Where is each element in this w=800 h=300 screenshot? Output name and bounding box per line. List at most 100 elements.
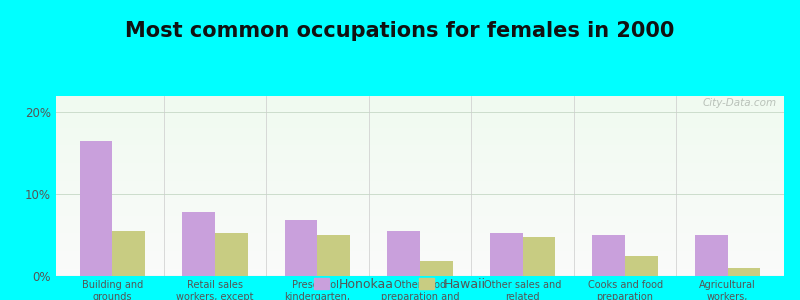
Bar — [522, 237, 555, 276]
Bar — [56, 237, 784, 238]
Bar — [56, 184, 784, 185]
Bar — [56, 234, 784, 235]
Bar — [56, 198, 784, 199]
Bar — [56, 223, 784, 224]
Bar — [56, 174, 784, 175]
Bar — [56, 128, 784, 129]
Bar — [56, 115, 784, 116]
Bar — [56, 129, 784, 130]
Bar — [56, 256, 784, 257]
Bar — [56, 164, 784, 165]
Bar — [56, 259, 784, 260]
Bar — [56, 134, 784, 135]
Bar — [56, 162, 784, 163]
Bar — [215, 233, 248, 276]
Bar — [56, 107, 784, 108]
Bar — [56, 127, 784, 128]
Bar — [56, 227, 784, 228]
Bar — [56, 221, 784, 222]
Bar — [56, 170, 784, 171]
Bar — [56, 110, 784, 111]
Bar — [56, 186, 784, 187]
Bar — [56, 168, 784, 169]
Bar — [56, 261, 784, 262]
Bar — [56, 155, 784, 156]
Bar — [56, 147, 784, 148]
Bar — [56, 118, 784, 119]
Bar — [56, 273, 784, 274]
Bar — [56, 159, 784, 160]
Bar — [56, 243, 784, 244]
Bar — [56, 255, 784, 256]
Bar — [56, 124, 784, 125]
Bar — [56, 160, 784, 161]
Bar — [56, 143, 784, 144]
Bar — [420, 261, 453, 276]
Bar — [56, 229, 784, 230]
Bar — [56, 172, 784, 173]
Bar — [592, 235, 625, 276]
Bar — [56, 163, 784, 164]
Bar — [56, 271, 784, 272]
Bar — [56, 263, 784, 264]
Bar — [56, 244, 784, 245]
Bar — [56, 153, 784, 154]
Bar — [56, 185, 784, 186]
Bar — [56, 116, 784, 117]
Bar — [56, 254, 784, 255]
Bar — [56, 272, 784, 273]
Bar — [56, 264, 784, 265]
Bar — [56, 240, 784, 241]
Bar — [56, 232, 784, 233]
Bar — [318, 235, 350, 276]
Bar — [56, 275, 784, 276]
Bar — [56, 216, 784, 217]
Bar — [56, 267, 784, 268]
Bar — [56, 182, 784, 183]
Bar — [56, 262, 784, 263]
Bar — [56, 274, 784, 275]
Bar — [56, 104, 784, 105]
Bar — [56, 195, 784, 196]
Bar — [56, 233, 784, 234]
Bar — [56, 183, 784, 184]
Bar — [56, 122, 784, 123]
Bar — [56, 114, 784, 115]
Bar — [56, 207, 784, 208]
Bar — [56, 242, 784, 243]
Bar — [56, 102, 784, 103]
Bar — [56, 194, 784, 195]
Bar — [56, 269, 784, 270]
Bar — [56, 169, 784, 170]
Bar — [56, 193, 784, 194]
Bar — [56, 197, 784, 198]
Bar — [56, 133, 784, 134]
Bar — [56, 187, 784, 188]
Bar — [56, 130, 784, 131]
Bar — [56, 235, 784, 236]
Bar — [56, 117, 784, 118]
Bar — [694, 235, 728, 276]
Bar — [56, 105, 784, 106]
Bar — [56, 225, 784, 226]
Bar — [56, 257, 784, 258]
Bar — [56, 173, 784, 174]
Bar — [56, 211, 784, 212]
Bar — [56, 138, 784, 139]
Bar — [56, 176, 784, 177]
Bar — [56, 120, 784, 121]
Bar — [56, 100, 784, 101]
Bar — [285, 220, 318, 276]
Bar — [56, 218, 784, 219]
Bar — [56, 213, 784, 214]
Bar — [56, 165, 784, 166]
Bar — [56, 103, 784, 104]
Bar — [56, 139, 784, 140]
Bar — [56, 188, 784, 189]
Bar — [56, 268, 784, 269]
Bar — [625, 256, 658, 276]
Bar — [56, 231, 784, 232]
Bar — [56, 251, 784, 252]
Bar — [79, 141, 112, 276]
Bar — [56, 226, 784, 227]
